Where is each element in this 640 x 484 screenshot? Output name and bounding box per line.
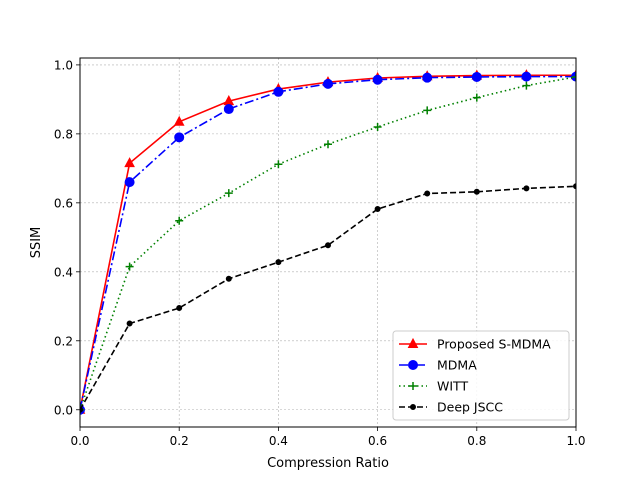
x-axis-label: Compression Ratio <box>267 456 389 471</box>
ticks: 0.0 0.2 0.4 0.6 0.8 1.0 0.0 0.2 0.4 0.6 0.8 1.0 <box>54 58 586 448</box>
y-tick-label: 0.0 <box>54 403 73 417</box>
y-tick-label: 0.8 <box>54 127 73 141</box>
legend-box <box>392 330 570 421</box>
data-point <box>176 305 183 312</box>
data-point <box>572 72 576 81</box>
data-point <box>273 86 284 97</box>
legend-label: Deep JSCC <box>437 400 503 415</box>
x-tick-label: 0.0 <box>70 434 89 448</box>
legend: Proposed S-MDMA MDMA WITT Deep JSCC <box>392 330 570 421</box>
data-point <box>423 106 432 115</box>
data-point <box>126 320 133 327</box>
data-point <box>323 78 333 89</box>
data-point <box>471 71 482 82</box>
data-point <box>274 160 283 169</box>
data-point <box>424 190 431 197</box>
data-point <box>175 216 184 225</box>
series-deep-jscc <box>80 183 576 413</box>
y-tick-label: 0.4 <box>54 265 73 279</box>
data-point <box>472 93 481 102</box>
y-tick-label: 1.0 <box>54 58 73 72</box>
series-layer <box>80 69 576 415</box>
data-point <box>223 104 234 115</box>
x-tick-label: 1.0 <box>566 434 585 448</box>
x-tick-label: 0.6 <box>368 434 387 448</box>
y-tick-label: 0.2 <box>54 334 73 348</box>
legend-marker <box>410 404 416 410</box>
y-axis-label: SSIM <box>29 227 44 259</box>
data-point <box>573 183 576 190</box>
data-point <box>124 177 135 188</box>
series-witt <box>80 72 576 414</box>
x-tick-label: 0.2 <box>170 434 189 448</box>
data-point <box>124 157 135 168</box>
data-point <box>373 122 382 131</box>
data-point <box>522 81 531 90</box>
x-tick-label: 0.4 <box>269 434 288 448</box>
data-point <box>174 132 185 143</box>
data-point <box>125 262 134 271</box>
data-point <box>224 189 233 198</box>
data-point <box>225 275 232 282</box>
data-point <box>374 206 381 213</box>
data-point <box>80 406 83 413</box>
data-point <box>521 71 532 82</box>
data-point <box>523 185 530 192</box>
series-mdma <box>80 71 576 415</box>
data-point <box>473 188 480 195</box>
y-tick-label: 0.6 <box>54 196 73 210</box>
data-point <box>325 242 331 249</box>
legend-marker <box>409 382 417 390</box>
data-point <box>372 74 383 85</box>
data-point <box>173 115 185 126</box>
data-point <box>275 259 282 266</box>
legend-label: WITT <box>437 379 468 394</box>
x-tick-label: 0.8 <box>467 434 486 448</box>
data-point <box>422 72 433 83</box>
legend-label: MDMA <box>437 358 477 373</box>
legend-marker <box>407 337 419 348</box>
legend-marker <box>408 360 418 370</box>
legend-label: Proposed S-MDMA <box>437 337 551 352</box>
plot-frame <box>79 57 577 428</box>
data-point <box>324 140 332 149</box>
